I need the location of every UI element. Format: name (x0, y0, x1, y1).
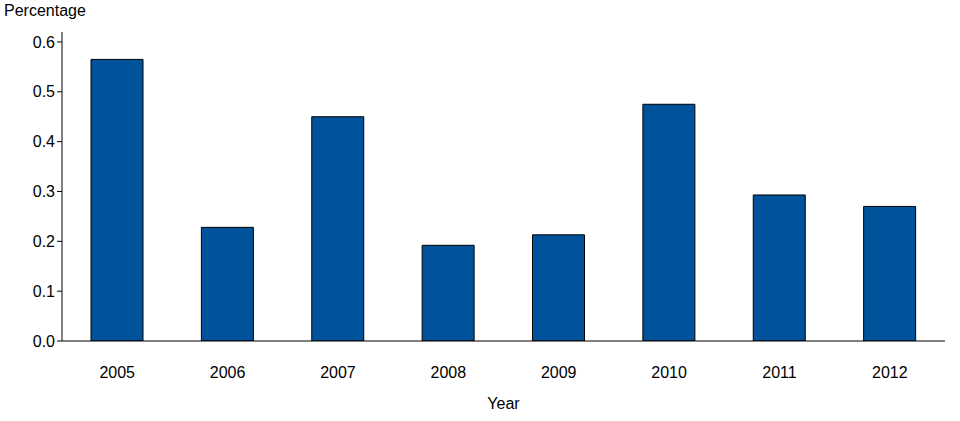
svg-text:0.4: 0.4 (33, 133, 55, 150)
svg-text:0.5: 0.5 (33, 83, 55, 100)
svg-text:0.6: 0.6 (33, 34, 55, 51)
svg-text:0.0: 0.0 (33, 333, 55, 350)
svg-text:2009: 2009 (541, 364, 577, 381)
svg-text:2010: 2010 (651, 364, 687, 381)
html-text:Percentage: Percentage (4, 2, 86, 19)
svg-text:2011: 2011 (762, 364, 797, 381)
svg-text:2006: 2006 (210, 364, 246, 381)
svg-text:0.1: 0.1 (33, 283, 55, 300)
svg-text:2012: 2012 (872, 364, 908, 381)
svg-text:Year: Year (487, 395, 520, 412)
svg-text:2007: 2007 (320, 364, 356, 381)
svg-text:2008: 2008 (431, 364, 467, 381)
svg-text:0.2: 0.2 (33, 233, 55, 250)
svg-text:2005: 2005 (99, 364, 135, 381)
svg-text:0.3: 0.3 (33, 183, 55, 200)
